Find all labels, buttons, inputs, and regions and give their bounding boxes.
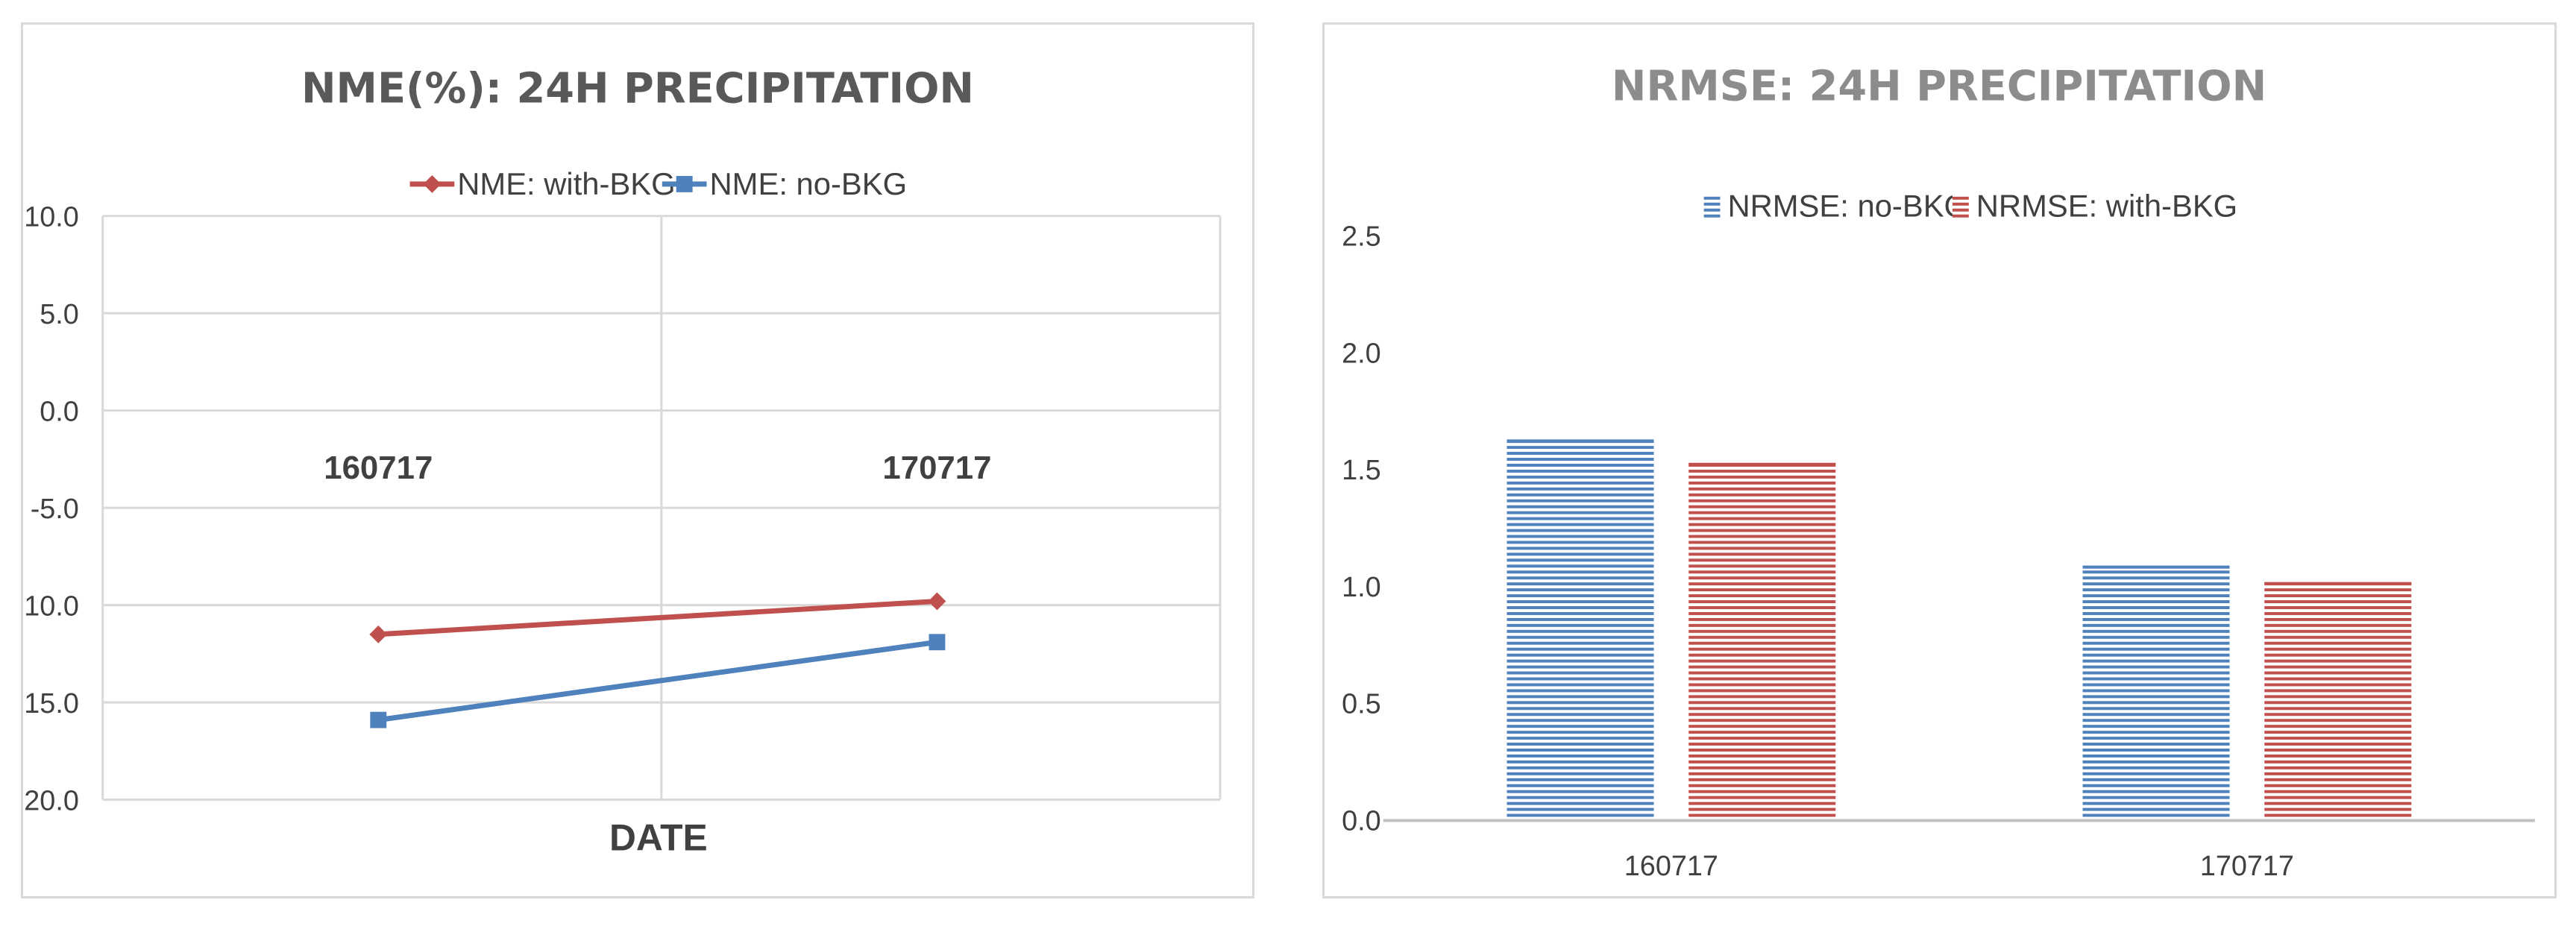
y-tick-label: 0.0 — [40, 397, 79, 428]
y-tick-label: 1.5 — [1342, 455, 1381, 486]
chart-title: NRMSE: 24H PRECIPITATION — [1612, 62, 2266, 110]
bars — [1383, 439, 2535, 822]
data-point-marker — [370, 711, 387, 728]
y-axis-ticks: 10.0 5.0 0.0 -5.0 -10.0 -15.0 -20.0 — [23, 202, 79, 817]
legend-label: NME: no-BKG — [710, 166, 908, 201]
legend-label: NRMSE: no-BKG — [1727, 189, 1968, 224]
bar — [1688, 462, 1836, 821]
legend-swatch — [1952, 194, 1969, 218]
nrmse-chart-panel: NRMSE: 24H PRECIPITATION 2.5 2.0 1.5 1.0 0.5… — [1322, 22, 2557, 898]
y-tick-label: 1.0 — [1342, 572, 1381, 603]
bar — [1507, 439, 1654, 821]
bar — [2082, 565, 2230, 821]
x-axis-title: DATE — [609, 816, 708, 858]
bar — [2264, 582, 2412, 821]
y-tick-label: 2.0 — [1342, 338, 1381, 369]
bar-top-edge — [2264, 582, 2412, 585]
category-label: 160717 — [324, 450, 433, 486]
legend-swatch — [1703, 194, 1721, 218]
data-point-marker — [928, 592, 946, 611]
series-line — [377, 639, 937, 723]
chart-title: NME(%): 24H PRECIPITATION — [301, 64, 974, 113]
legend-marker — [676, 175, 693, 192]
y-axis-ticks: 2.5 2.0 1.5 1.0 0.5 0.0 — [1342, 221, 1381, 837]
series-lines — [369, 592, 946, 728]
nme-chart-panel: NME(%): 24H PRECIPITATION 10.0 5.0 0.0 -5.0… — [21, 22, 1254, 898]
y-tick-label: 5.0 — [40, 299, 79, 330]
legend-label: NRMSE: with-BKG — [1976, 189, 2237, 224]
category-labels: 160717 170717 — [1624, 851, 2294, 882]
y-tick-label: 0.0 — [1342, 805, 1381, 837]
category-label: 170717 — [2200, 851, 2294, 882]
nrmse-bar-chart: NRMSE: 24H PRECIPITATION 2.5 2.0 1.5 1.0 0.5… — [1342, 62, 2535, 882]
bar-top-edge — [1688, 462, 1836, 466]
gridlines — [101, 215, 1222, 801]
data-point-marker — [929, 634, 946, 651]
legend-marker — [423, 174, 442, 193]
y-tick-label: -20.0 — [23, 786, 79, 817]
bar-top-edge — [2082, 565, 2230, 569]
category-labels: 160717 170717 — [324, 450, 991, 486]
category-label: 160717 — [1624, 851, 1718, 882]
data-point-marker — [369, 625, 388, 643]
category-label: 170717 — [882, 450, 991, 486]
y-tick-label: 10.0 — [24, 202, 79, 233]
legend-label: NME: with-BKG — [457, 166, 675, 201]
y-tick-label: 0.5 — [1342, 689, 1381, 720]
nme-line-chart: NME(%): 24H PRECIPITATION 10.0 5.0 0.0 -5.0… — [23, 64, 1222, 858]
legend: NME: with-BKG NME: no-BKG — [409, 166, 908, 201]
y-tick-label: -10.0 — [23, 591, 79, 623]
y-tick-label: -5.0 — [31, 494, 79, 525]
bar-top-edge — [1507, 439, 1654, 443]
y-tick-label: -15.0 — [23, 688, 79, 719]
y-tick-label: 2.5 — [1342, 221, 1381, 252]
legend: NRMSE: no-BKG NRMSE: with-BKG — [1703, 189, 2237, 224]
series-line — [378, 598, 937, 637]
